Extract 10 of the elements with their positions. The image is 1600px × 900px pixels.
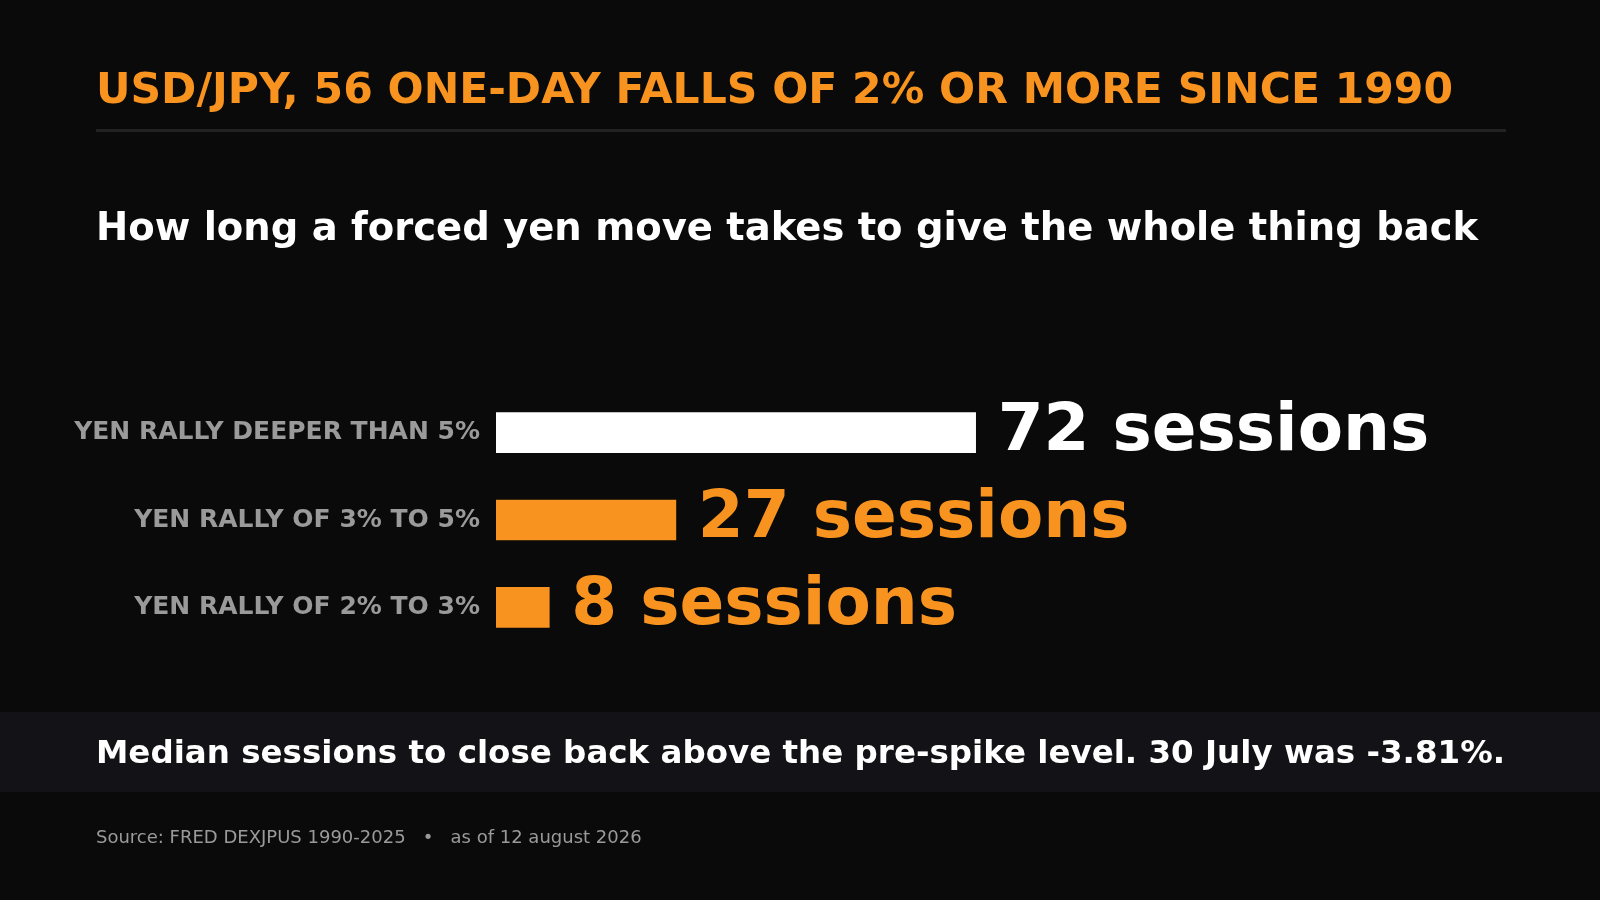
data-label: 27 sessions xyxy=(697,476,1130,554)
data-label: 8 sessions xyxy=(571,563,958,641)
chart-title: USD/JPY, 56 ONE-DAY FALLS OF 2% OR MORE SINCE 1990 xyxy=(96,64,1453,113)
y-tick-label: YEN RALLY OF 2% TO 3% xyxy=(133,590,480,620)
chart-subtitle: How long a forced yen move takes to give the whole thing back xyxy=(96,204,1479,249)
y-tick-label: YEN RALLY OF 3% TO 5% xyxy=(133,503,480,533)
text: Median sessions to close back above the pre-spike level. 30 July was -3.81%. xyxy=(96,733,1506,771)
y-tick-label: YEN RALLY DEEPER THAN 5% xyxy=(73,416,480,446)
source-note: Source: FRED DEXJPUS 1990-2025 • as of 12 august 2026 xyxy=(96,826,642,847)
data-label: 72 sessions xyxy=(997,388,1430,466)
